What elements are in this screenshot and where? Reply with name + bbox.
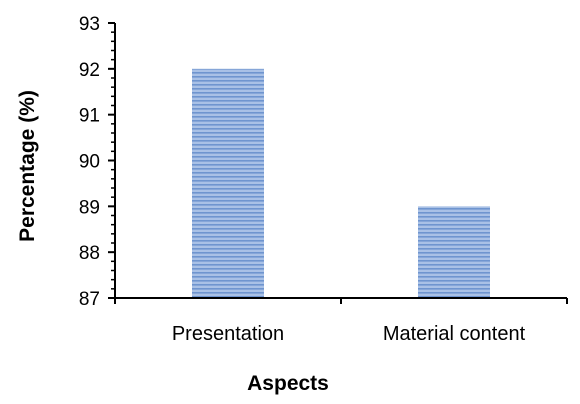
axes-layer: [108, 22, 568, 304]
y-tick-label: 89: [79, 197, 100, 218]
bar-presentation: [192, 68, 264, 298]
y-tick-label: 87: [79, 289, 100, 310]
x-axis-title: Aspects: [247, 372, 329, 395]
bar-material-content: [418, 206, 490, 298]
y-axis-title: Percentage (%): [16, 90, 39, 242]
y-tick-label: 90: [79, 152, 100, 173]
y-tick-label: 92: [79, 60, 100, 81]
x-category-label: Material content: [383, 323, 526, 345]
bars-layer: [192, 68, 490, 298]
y-tick-label: 88: [79, 243, 100, 264]
labels-layer: 87 88 89 90 91 92 93 Presentation Material conte…: [79, 14, 526, 345]
y-tick-label: 93: [79, 14, 100, 35]
x-category-label: Presentation: [172, 323, 284, 345]
y-tick-label: 91: [79, 106, 100, 127]
